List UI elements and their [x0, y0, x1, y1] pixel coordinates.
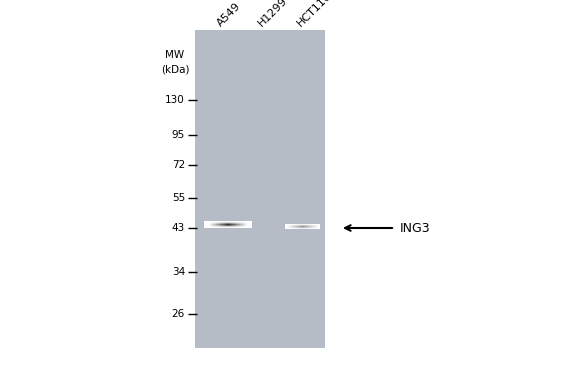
- Text: ING3: ING3: [400, 222, 431, 234]
- Text: 130: 130: [165, 95, 185, 105]
- Text: H1299: H1299: [256, 0, 289, 28]
- Text: A549: A549: [215, 0, 243, 28]
- Text: 26: 26: [172, 309, 185, 319]
- Text: 95: 95: [172, 130, 185, 140]
- Text: 72: 72: [172, 160, 185, 170]
- Text: (kDa): (kDa): [161, 64, 189, 74]
- Text: 55: 55: [172, 193, 185, 203]
- Text: 34: 34: [172, 267, 185, 277]
- Text: 43: 43: [172, 223, 185, 233]
- Text: MW: MW: [165, 50, 184, 60]
- Bar: [195, 30, 325, 348]
- Text: HCT116: HCT116: [295, 0, 333, 28]
